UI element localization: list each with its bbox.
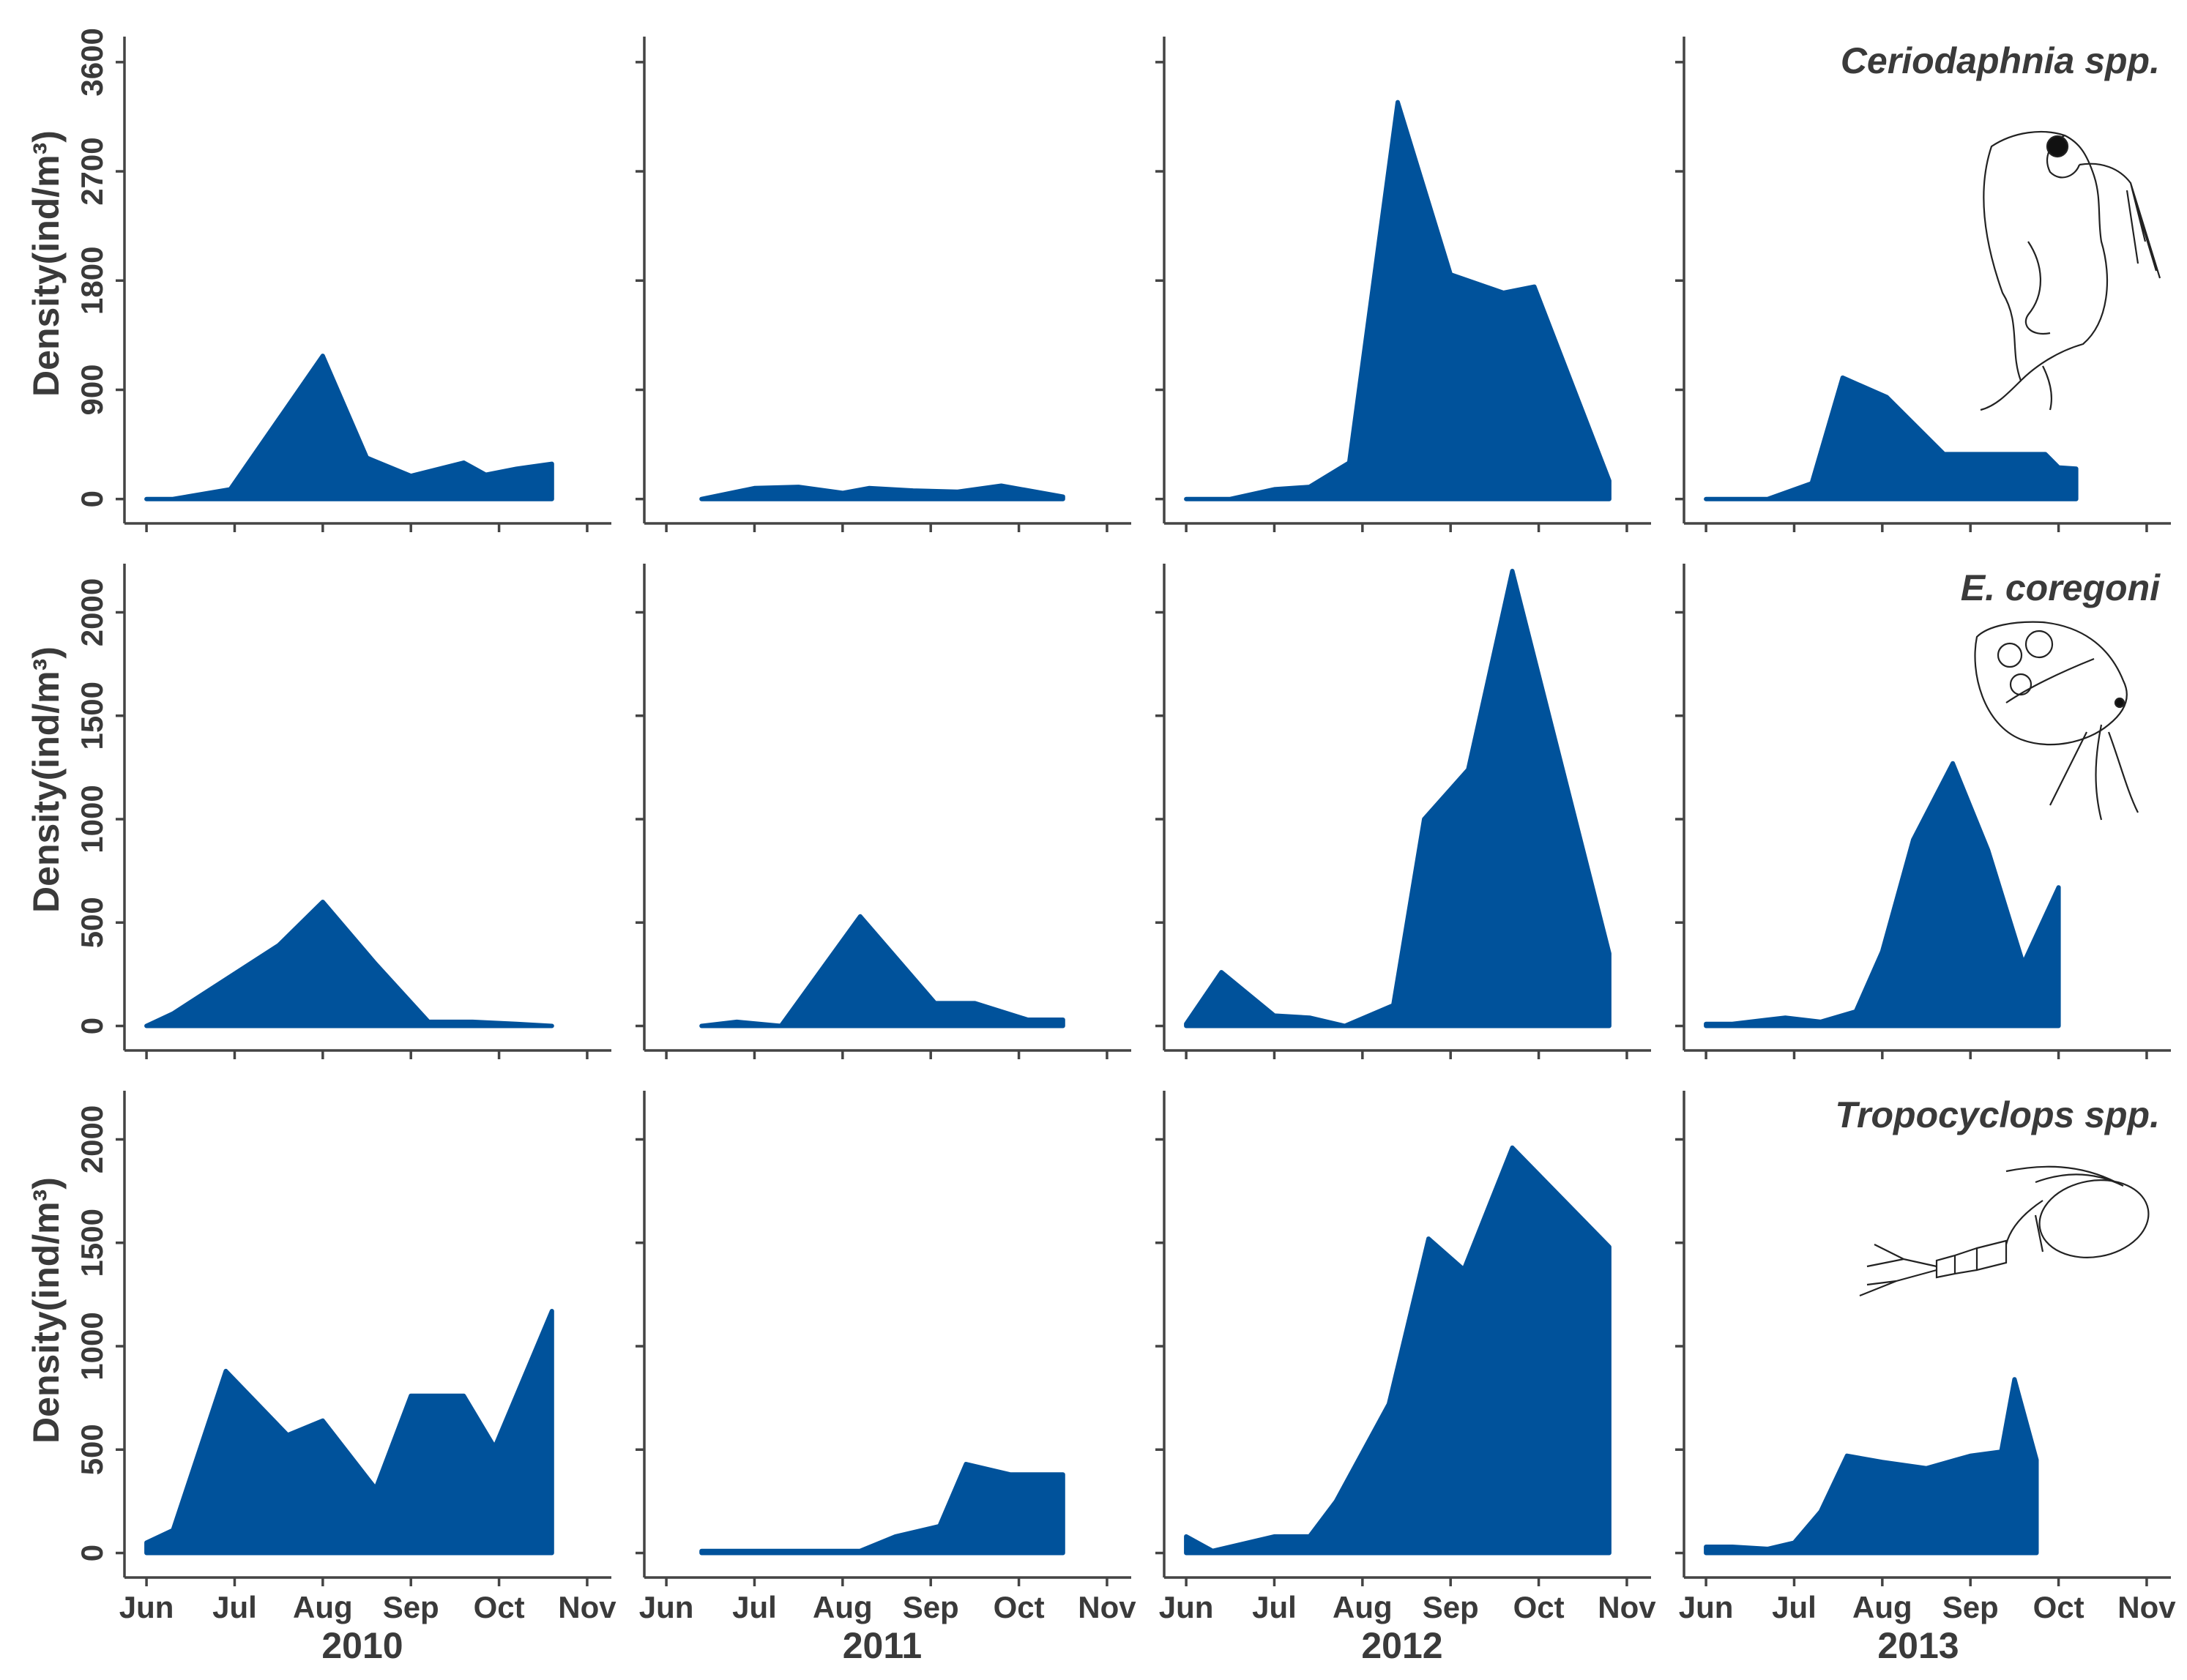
x-tick-label: Oct: [994, 1590, 1045, 1624]
y-axis-title: Density(ind/m³): [26, 646, 67, 913]
x-tick-label: Nov: [2117, 1590, 2176, 1624]
y-tick-label: 1000: [75, 785, 109, 853]
tropocyclops-drawing: [1859, 1165, 2150, 1297]
x-tick-label: Oct: [1513, 1590, 1565, 1624]
y-tick-label: 2700: [75, 137, 109, 205]
area-series-ceriodaphniaspp-2010: [144, 354, 554, 501]
y-tick-label: 0: [75, 490, 109, 507]
x-tick-label: Oct: [474, 1590, 525, 1624]
area-series-ecoregoni-2011: [699, 914, 1065, 1028]
x-tick-label: Jun: [119, 1590, 174, 1624]
y-tick-label: 2000: [75, 578, 109, 646]
y-tick-label: 500: [75, 897, 109, 948]
ceriodaphnia-drawing: [1980, 130, 2161, 411]
area-series-tropocyclopsspp-2013: [1704, 1377, 2039, 1556]
y-tick-label: 900: [75, 364, 109, 415]
y-tick-label: 1500: [75, 1209, 109, 1277]
x-tick-label: Aug: [293, 1590, 353, 1624]
y-tick-label: 1800: [75, 247, 109, 315]
y-axis-title: Density(ind/m³): [26, 130, 67, 397]
e-coregoni-drawing: [1974, 621, 2139, 821]
y-tick-label: 1000: [75, 1312, 109, 1380]
y-tick-label: 1500: [75, 682, 109, 750]
x-tick-label: Jun: [1679, 1590, 1734, 1624]
x-tick-label: Nov: [1078, 1590, 1136, 1624]
species-label: Ceriodaphnia spp.: [1841, 40, 2160, 81]
x-tick-label: Nov: [558, 1590, 616, 1624]
x-tick-label: Aug: [1333, 1590, 1393, 1624]
area-series-ceriodaphniaspp-2013: [1704, 375, 2079, 501]
x-tick-label: Nov: [1598, 1590, 1656, 1624]
x-tick-label: Aug: [1852, 1590, 1912, 1624]
area-series-tropocyclopsspp-2012: [1184, 1145, 1612, 1556]
year-label: 2013: [1877, 1625, 1959, 1666]
y-tick-label: 0: [75, 1545, 109, 1561]
year-label: 2011: [843, 1625, 922, 1666]
y-axis-title: Density(ind/m³): [26, 1177, 67, 1444]
x-tick-label: Aug: [813, 1590, 873, 1624]
area-series-ceriodaphniaspp-2011: [699, 483, 1065, 501]
y-tick-label: 0: [75, 1018, 109, 1034]
y-tick-label: 2000: [75, 1105, 109, 1173]
x-tick-label: Jun: [639, 1590, 694, 1624]
x-tick-label: Jun: [1159, 1590, 1214, 1624]
area-series-ecoregoni-2012: [1184, 569, 1612, 1028]
area-series-tropocyclopsspp-2011: [699, 1462, 1065, 1556]
x-tick-label: Sep: [903, 1590, 959, 1624]
year-label: 2010: [321, 1625, 403, 1666]
area-series-tropocyclopsspp-2010: [144, 1309, 554, 1556]
area-series-ecoregoni-2010: [144, 900, 554, 1028]
y-tick-label: 500: [75, 1424, 109, 1475]
species-label: E. coregoni: [1961, 567, 2161, 608]
x-tick-label: Jul: [732, 1590, 777, 1624]
x-tick-label: Jul: [1252, 1590, 1297, 1624]
species-label: Tropocyclops spp.: [1835, 1094, 2160, 1135]
area-series-ceriodaphniaspp-2012: [1184, 100, 1612, 501]
x-tick-label: Jul: [1772, 1590, 1817, 1624]
x-tick-label: Sep: [383, 1590, 439, 1624]
x-tick-label: Sep: [1942, 1590, 1999, 1624]
x-tick-label: Jul: [212, 1590, 257, 1624]
x-tick-label: Oct: [2033, 1590, 2084, 1624]
y-tick-label: 3600: [75, 28, 109, 96]
area-series-ecoregoni-2013: [1704, 761, 2061, 1028]
year-label: 2012: [1361, 1625, 1442, 1666]
x-tick-label: Sep: [1423, 1590, 1479, 1624]
